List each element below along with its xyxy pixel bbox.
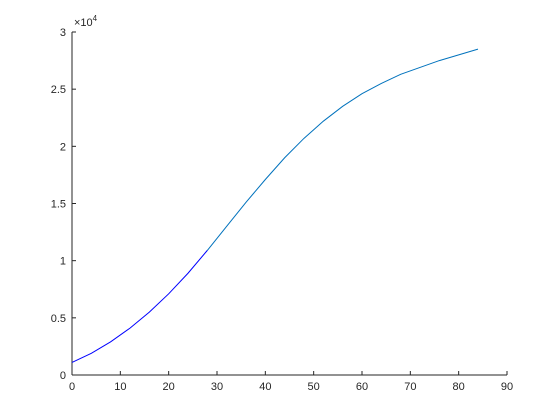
line-series [206,48,479,251]
x-tick-label: 20 [163,381,175,393]
x-tick-label: 30 [211,381,223,393]
line-series [71,250,208,363]
x-tick-label: 80 [453,381,465,393]
x-tick-label: 0 [69,381,75,393]
y-multiplier: ×104 [74,14,98,29]
x-tick-label: 10 [114,381,126,393]
x-tick-label: 70 [404,381,416,393]
y-tick-label: 2.5 [51,84,66,96]
x-tick-label: 60 [356,381,368,393]
x-tick-label: 90 [501,381,513,393]
y-tick-label: 1 [60,256,66,268]
y-tick-label: 2 [60,141,66,153]
y-tick-label: 3 [60,27,66,39]
x-tick-label: 50 [308,381,320,393]
x-tick-label: 40 [259,381,271,393]
y-tick-label: 0.5 [51,313,66,325]
y-tick-label: 0 [60,370,66,382]
y-tick-label: 1.5 [51,199,66,211]
